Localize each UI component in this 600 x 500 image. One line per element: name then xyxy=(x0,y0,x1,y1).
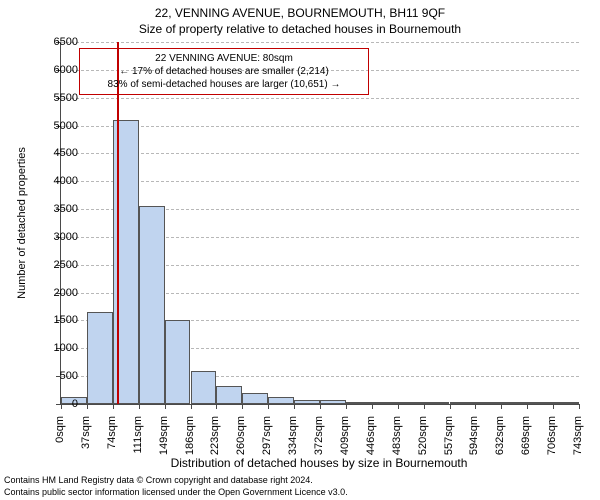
x-tick-mark xyxy=(165,404,166,409)
x-tick-mark xyxy=(113,404,114,409)
y-tick-label: 3500 xyxy=(46,203,78,215)
y-tick-label: 3000 xyxy=(46,231,78,243)
histogram-bar xyxy=(553,402,579,404)
gridline xyxy=(61,98,579,99)
histogram-bar xyxy=(216,386,242,404)
x-tick-label: 334sqm xyxy=(287,416,299,460)
histogram-bar xyxy=(424,402,450,404)
x-tick-mark xyxy=(191,404,192,409)
histogram-bar xyxy=(320,400,346,404)
x-tick-mark xyxy=(294,404,295,409)
histogram-bar xyxy=(372,402,398,404)
histogram-bar xyxy=(527,402,553,404)
chart-container: 22, VENNING AVENUE, BOURNEMOUTH, BH11 9Q… xyxy=(0,0,600,500)
x-tick-label: 743sqm xyxy=(572,416,584,460)
x-tick-mark xyxy=(139,404,140,409)
histogram-bar xyxy=(139,206,165,404)
x-tick-mark xyxy=(501,404,502,409)
x-tick-label: 223sqm xyxy=(209,416,221,460)
histogram-bar xyxy=(475,402,501,404)
y-tick-label: 6000 xyxy=(46,64,78,76)
x-tick-label: 297sqm xyxy=(261,416,273,460)
gridline xyxy=(61,153,579,154)
y-tick-label: 1000 xyxy=(46,342,78,354)
y-tick-label: 5000 xyxy=(46,120,78,132)
x-tick-mark xyxy=(398,404,399,409)
x-tick-label: 557sqm xyxy=(443,416,455,460)
footer-line-2: Contains public sector information licen… xyxy=(4,486,348,498)
histogram-bar xyxy=(398,402,424,404)
x-tick-label: 632sqm xyxy=(494,416,506,460)
y-tick-label: 1500 xyxy=(46,314,78,326)
x-tick-mark xyxy=(450,404,451,409)
y-tick-label: 4500 xyxy=(46,147,78,159)
histogram-bar xyxy=(346,402,372,405)
gridline xyxy=(61,42,579,43)
histogram-bar xyxy=(268,397,294,404)
histogram-bar xyxy=(294,400,320,404)
x-tick-mark xyxy=(372,404,373,409)
callout-line-2: ← 17% of detached houses are smaller (2,… xyxy=(84,65,364,78)
plot-area: 22 VENNING AVENUE: 80sqm ← 17% of detach… xyxy=(60,42,579,405)
x-tick-label: 446sqm xyxy=(365,416,377,460)
x-tick-mark xyxy=(579,404,580,409)
histogram-bar xyxy=(87,312,113,404)
x-tick-mark xyxy=(346,404,347,409)
x-tick-label: 372sqm xyxy=(313,416,325,460)
y-tick-label: 2500 xyxy=(46,259,78,271)
x-tick-label: 74sqm xyxy=(106,416,118,460)
y-tick-label: 500 xyxy=(46,370,78,382)
y-tick-label: 0 xyxy=(46,398,78,410)
callout-line-3: 83% of semi-detached houses are larger (… xyxy=(84,78,364,91)
x-tick-label: 260sqm xyxy=(235,416,247,460)
x-tick-label: 483sqm xyxy=(391,416,403,460)
y-tick-label: 2000 xyxy=(46,287,78,299)
y-tick-label: 4000 xyxy=(46,175,78,187)
x-tick-mark xyxy=(268,404,269,409)
x-tick-label: 111sqm xyxy=(132,416,144,460)
histogram-bar xyxy=(242,393,268,404)
histogram-bar xyxy=(165,320,191,404)
y-axis-label: Number of detached properties xyxy=(16,42,28,404)
x-tick-mark xyxy=(424,404,425,409)
callout-line-1: 22 VENNING AVENUE: 80sqm xyxy=(84,52,364,65)
property-marker-line xyxy=(117,42,119,404)
gridline xyxy=(61,126,579,127)
x-tick-mark xyxy=(320,404,321,409)
x-tick-label: 669sqm xyxy=(520,416,532,460)
x-tick-mark xyxy=(475,404,476,409)
x-tick-label: 0sqm xyxy=(54,416,66,460)
histogram-bar xyxy=(501,402,527,404)
x-tick-label: 149sqm xyxy=(158,416,170,460)
y-tick-label: 6500 xyxy=(46,36,78,48)
x-tick-label: 706sqm xyxy=(546,416,558,460)
x-tick-mark xyxy=(553,404,554,409)
histogram-bar xyxy=(450,402,476,404)
x-tick-label: 37sqm xyxy=(80,416,92,460)
x-tick-label: 520sqm xyxy=(417,416,429,460)
x-tick-label: 409sqm xyxy=(339,416,351,460)
y-tick-label: 5500 xyxy=(46,92,78,104)
chart-title-line2: Size of property relative to detached ho… xyxy=(0,22,600,36)
histogram-bar xyxy=(191,371,217,404)
gridline xyxy=(61,181,579,182)
x-tick-mark xyxy=(242,404,243,409)
x-tick-mark xyxy=(87,404,88,409)
x-tick-mark xyxy=(527,404,528,409)
footer-attribution: Contains HM Land Registry data © Crown c… xyxy=(4,474,348,498)
x-tick-label: 594sqm xyxy=(468,416,480,460)
chart-title-line1: 22, VENNING AVENUE, BOURNEMOUTH, BH11 9Q… xyxy=(0,6,600,20)
property-callout: 22 VENNING AVENUE: 80sqm ← 17% of detach… xyxy=(79,48,369,95)
x-tick-mark xyxy=(216,404,217,409)
footer-line-1: Contains HM Land Registry data © Crown c… xyxy=(4,474,348,486)
x-tick-label: 186sqm xyxy=(184,416,196,460)
